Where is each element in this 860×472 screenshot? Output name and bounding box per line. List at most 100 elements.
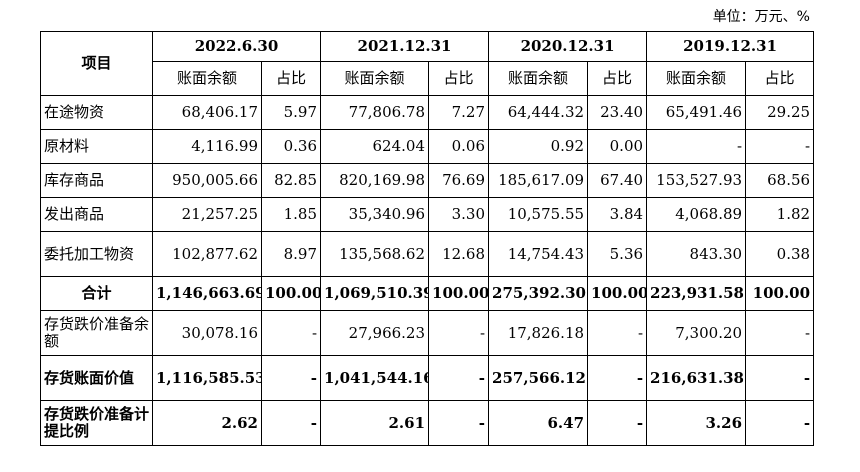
ratio-cell: 1.85 [260, 197, 322, 232]
ratio-cell: 76.69 [428, 163, 490, 198]
ratio-cell: 23.40 [587, 95, 648, 130]
ratio-cell: 8.97 [260, 231, 322, 277]
balance-cell: 0.92 [488, 129, 589, 164]
balance-cell: 153,527.93 [646, 163, 747, 198]
row-label: 库存商品 [40, 163, 153, 198]
balance-cell: 14,754.43 [488, 231, 589, 277]
header-ratio: 占比 [260, 61, 322, 96]
row-label: 合计 [40, 276, 153, 311]
ratio-cell: - [428, 310, 490, 356]
ratio-cell: 100.00 [260, 276, 322, 311]
table-row: 存货跌价准备余额 30,078.16-27,966.23-17,826.18-7,… [40, 310, 815, 356]
header-period-2020-12-31: 2020.12.31 [488, 31, 648, 62]
row-label: 存货跌价准备计提比例 [40, 400, 153, 446]
ratio-cell: 3.84 [587, 197, 648, 232]
ratio-cell: - [587, 310, 648, 356]
header-balance: 账面余额 [488, 61, 589, 96]
ratio-cell: - [587, 400, 648, 446]
header-ratio: 占比 [587, 61, 648, 96]
ratio-cell: - [260, 400, 322, 446]
ratio-cell: 3.30 [428, 197, 490, 232]
header-balance: 账面余额 [646, 61, 747, 96]
balance-cell: 102,877.62 [152, 231, 262, 277]
unit-label: 单位：万元、% [712, 9, 810, 25]
ratio-cell: 12.68 [428, 231, 490, 277]
header-ratio: 占比 [745, 61, 815, 96]
balance-cell: 843.30 [646, 231, 747, 277]
ratio-cell: - [745, 129, 815, 164]
balance-cell: 77,806.78 [320, 95, 430, 130]
ratio-cell: - [587, 355, 648, 401]
balance-cell: 17,826.18 [488, 310, 589, 356]
inventory-table: 项目 2022.6.30 2021.12.31 2020.12.31 2019.… [40, 31, 815, 446]
balance-cell: 185,617.09 [488, 163, 589, 198]
ratio-cell: 68.56 [745, 163, 815, 198]
header-period-2022-6-30: 2022.6.30 [151, 31, 322, 62]
table-row: 存货账面价值 1,116,585.53-1,041,544.16-257,566.… [40, 355, 815, 401]
ratio-cell: 0.06 [428, 129, 490, 164]
balance-cell: 27,966.23 [320, 310, 430, 356]
row-label: 存货账面价值 [40, 355, 153, 401]
row-label: 在途物资 [40, 95, 153, 130]
row-label: 发出商品 [40, 197, 153, 232]
balance-cell: 820,169.98 [320, 163, 430, 198]
balance-cell: 64,444.32 [488, 95, 589, 130]
ratio-cell: 5.97 [260, 95, 322, 130]
table-row: 发出商品 21,257.25 1.85 35,340.96 3.30 10,575.55 3… [40, 197, 815, 232]
ratio-cell: 0.00 [587, 129, 648, 164]
ratio-cell: 100.00 [428, 276, 490, 311]
balance-cell: 21,257.25 [152, 197, 262, 232]
balance-cell: 2.62 [152, 400, 262, 446]
header-item: 项目 [40, 31, 153, 96]
ratio-cell: 67.40 [587, 163, 648, 198]
ratio-cell: - [745, 310, 815, 356]
header-period-2021-12-31: 2021.12.31 [320, 31, 490, 62]
ratio-cell: 100.00 [587, 276, 648, 311]
ratio-cell: - [260, 355, 322, 401]
balance-cell: 257,566.12 [488, 355, 589, 401]
balance-cell: 1,041,544.16 [320, 355, 430, 401]
header-period-2019-12-31: 2019.12.31 [646, 31, 815, 62]
balance-cell: 2.61 [320, 400, 430, 446]
ratio-cell: - [745, 400, 815, 446]
balance-cell: 135,568.62 [320, 231, 430, 277]
balance-cell: 223,931.58 [646, 276, 747, 311]
balance-cell: 4,068.89 [646, 197, 747, 232]
balance-cell: 950,005.66 [152, 163, 262, 198]
ratio-cell: 1.82 [745, 197, 815, 232]
row-label: 原材料 [40, 129, 153, 164]
table-row: 委托加工物资 102,877.62 8.97 135,568.62 12.68 14,75… [40, 231, 815, 277]
header-ratio: 占比 [428, 61, 490, 96]
ratio-cell: 0.36 [260, 129, 322, 164]
balance-cell: 216,631.38 [646, 355, 747, 401]
balance-cell: 6.47 [488, 400, 589, 446]
balance-cell: 3.26 [646, 400, 747, 446]
balance-cell: 35,340.96 [320, 197, 430, 232]
ratio-cell: - [428, 400, 490, 446]
balance-cell: 4,116.99 [152, 129, 262, 164]
balance-cell: 65,491.46 [646, 95, 747, 130]
ratio-cell: 82.85 [260, 163, 322, 198]
table-row: 库存商品 950,005.66 82.85 820,169.98 76.69 185,61… [40, 163, 815, 198]
table-row: 在途物资 68,406.17 5.97 77,806.78 7.27 64,444.32 2… [40, 95, 815, 130]
balance-cell: 68,406.17 [152, 95, 262, 130]
balance-cell: 275,392.30 [488, 276, 589, 311]
balance-cell: 1,069,510.39 [320, 276, 430, 311]
balance-cell: 10,575.55 [488, 197, 589, 232]
ratio-cell: 29.25 [745, 95, 815, 130]
ratio-cell: - [428, 355, 490, 401]
table-row: 存货跌价准备计提比例 2.62-2.61-6.47-3.26- [40, 400, 815, 446]
balance-cell: - [646, 129, 747, 164]
table-row: 合计 1,146,663.69 100.00 1,069,510.39 100.00 27… [40, 276, 815, 311]
balance-cell: 1,146,663.69 [152, 276, 262, 311]
balance-cell: 624.04 [320, 129, 430, 164]
row-label: 委托加工物资 [40, 231, 153, 277]
row-label: 存货跌价准备余额 [40, 310, 153, 356]
ratio-cell: 5.36 [587, 231, 648, 277]
balance-cell: 30,078.16 [152, 310, 262, 356]
ratio-cell: - [745, 355, 815, 401]
header-balance: 账面余额 [152, 61, 262, 96]
ratio-cell: 0.38 [745, 231, 815, 277]
ratio-cell: 7.27 [428, 95, 490, 130]
ratio-cell: 100.00 [745, 276, 815, 311]
